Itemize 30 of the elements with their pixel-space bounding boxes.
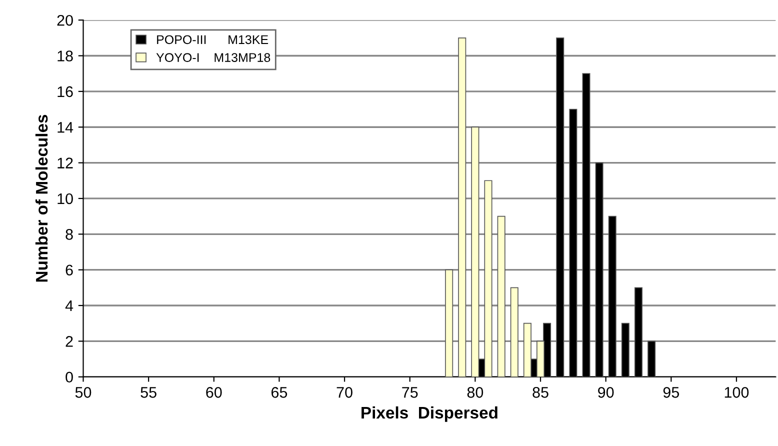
y-tick-label: 8: [66, 229, 73, 240]
x-tick-label: 70: [336, 386, 352, 398]
bar: [445, 269, 454, 377]
legend-label: YOYO-I M13MP18: [156, 53, 270, 62]
x-axis-title: Pixels Dispersed: [362, 406, 498, 422]
x-tick-label: 80: [467, 386, 484, 398]
y-tick-label: 0: [66, 372, 73, 383]
bar: [510, 287, 518, 377]
bar: [497, 216, 506, 377]
bar: [458, 37, 466, 377]
x-tick-label: 75: [402, 387, 418, 398]
x-tick-label: 95: [663, 386, 680, 398]
x-tick-label: 100: [724, 386, 749, 398]
y-tick-label: 18: [58, 50, 73, 62]
x-tick-label: 65: [271, 386, 288, 398]
y-axis-title: Number of Molecules: [35, 114, 48, 282]
legend-label: POPO-III M13KE: [157, 35, 268, 44]
x-tick-label: 85: [532, 386, 548, 398]
y-tick-label: 16: [58, 86, 73, 98]
y-tick-label: 20: [57, 14, 73, 26]
y-tick-label: 2: [66, 336, 73, 347]
y-tick-label: 10: [58, 193, 73, 204]
y-tick-label: 4: [65, 300, 74, 312]
x-tick-label: 55: [140, 387, 156, 398]
x-tick-label: 90: [598, 386, 614, 398]
y-tick-label: 14: [58, 122, 74, 133]
x-tick-label: 50: [75, 386, 92, 398]
y-tick-label: 12: [58, 158, 73, 168]
x-tick-label: 60: [206, 386, 222, 398]
y-tick-label: 6: [66, 264, 73, 276]
